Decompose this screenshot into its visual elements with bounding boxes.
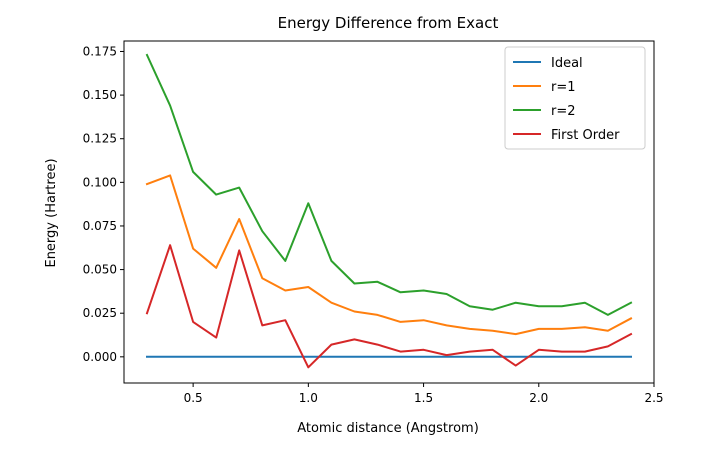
legend-label: First Order	[551, 128, 620, 143]
plot-frame	[123, 40, 655, 384]
legend: Ideal r=1 r=2 First Order	[504, 46, 646, 150]
series-line-r-1	[145, 174, 633, 336]
legend-label: Ideal	[551, 56, 583, 71]
x-tick-label: 2.0	[529, 391, 548, 405]
legend-label: r=1	[551, 80, 576, 95]
x-axis: 0.5 1.0 1.5 2.0 2.5	[184, 383, 664, 405]
x-tick-label: 1.5	[414, 391, 433, 405]
x-axis-label: Atomic distance (Angstrom)	[297, 421, 479, 436]
y-tick-label: 0.075	[83, 219, 117, 233]
y-tick-label: 0.175	[83, 44, 117, 58]
y-tick-label: 0.000	[83, 350, 117, 364]
x-tick-label: 2.5	[644, 391, 663, 405]
y-tick-label: 0.050	[83, 263, 117, 277]
x-tick-label: 0.5	[184, 391, 203, 405]
series-line-r-2	[145, 53, 633, 316]
y-axis-label: Energy (Hartree)	[44, 158, 59, 267]
y-tick-label: 0.125	[83, 132, 117, 146]
series-line-first-order	[145, 244, 633, 369]
y-axis: 0.000 0.025 0.050 0.075 0.100 0.125 0.150 0.175	[83, 44, 124, 364]
legend-label: r=2	[551, 104, 576, 119]
y-tick-label: 0.100	[83, 175, 117, 189]
plot-area	[145, 53, 633, 369]
x-tick-label: 1.0	[299, 391, 318, 405]
y-tick-label: 0.150	[83, 88, 117, 102]
chart-title: Energy Difference from Exact	[278, 14, 499, 32]
y-tick-label: 0.025	[83, 306, 117, 320]
legend-box	[504, 46, 646, 150]
